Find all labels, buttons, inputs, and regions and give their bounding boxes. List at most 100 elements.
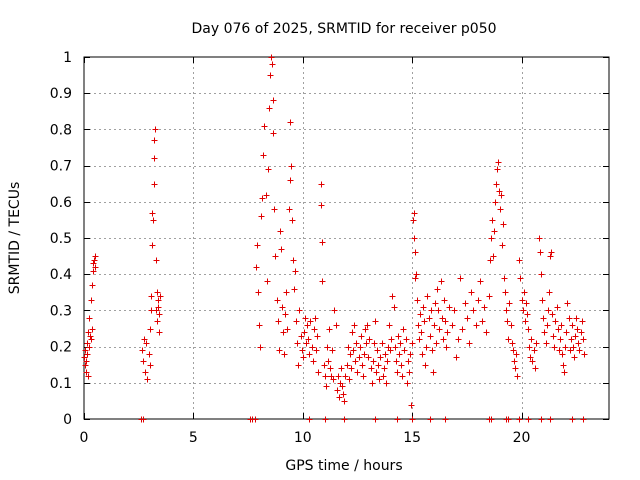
data-point [562,344,569,351]
data-point [82,362,89,369]
data-point [513,351,520,358]
data-point [488,235,495,242]
data-point [420,304,427,311]
data-point [492,199,499,206]
data-point [457,275,464,282]
data-point [442,416,449,423]
data-point [309,344,316,351]
data-point [290,257,297,264]
data-point [395,333,402,340]
x-tick-label: 0 [80,430,89,446]
data-point [148,293,155,300]
data-point [409,416,416,423]
data-point [319,239,326,246]
data-point [401,347,408,354]
data-point [349,329,356,336]
data-point [366,336,373,343]
data-point [306,351,313,358]
data-point [576,347,583,354]
data-point [325,358,332,365]
data-point [392,344,399,351]
data-point [571,354,578,361]
data-point [375,362,382,369]
data-point [514,373,521,380]
data-point [572,333,579,340]
data-point [504,318,511,325]
data-point [526,344,533,351]
data-point [580,416,587,423]
data-point [538,271,545,278]
y-tick-label: 0.3 [50,303,72,319]
data-point [435,307,442,314]
data-point [83,369,90,376]
data-point [519,297,526,304]
data-point [151,181,158,188]
data-point [487,257,494,264]
data-point [268,54,275,61]
data-point [341,398,348,405]
data-point [89,326,96,333]
data-point [299,347,306,354]
data-point [81,354,88,361]
data-point [304,322,311,329]
data-point [294,340,301,347]
data-point [149,242,156,249]
data-point [416,336,423,343]
data-point [293,318,300,325]
data-point [140,358,147,365]
data-point [475,297,482,304]
data-point [546,289,553,296]
data-point [323,383,330,390]
data-point [449,322,456,329]
data-point [533,340,540,347]
data-point [431,322,438,329]
data-point [139,347,146,354]
data-point [358,333,365,340]
data-point [433,340,440,347]
data-point [391,304,398,311]
data-point [491,228,498,235]
data-point [466,340,473,347]
data-point [394,416,401,423]
data-point [156,329,163,336]
data-point [302,315,309,322]
data-point [278,246,285,253]
data-point [142,369,149,376]
data-point [321,362,328,369]
data-point [557,336,564,343]
data-point [357,344,364,351]
data-point [537,249,544,256]
y-tick-label: 0.7 [50,159,72,175]
data-point [423,344,430,351]
data-point [384,358,391,365]
data-point [444,329,451,336]
data-point [312,315,319,322]
data-point [271,206,278,213]
data-point [331,307,338,314]
grid-lines [84,57,609,419]
data-point [494,166,501,173]
data-point [498,192,505,199]
data-point [501,275,508,282]
data-point [154,289,161,296]
data-point [525,326,532,333]
data-point [326,326,333,333]
data-point [419,351,426,358]
axis-ticks [84,57,609,420]
data-point [421,318,428,325]
data-point [283,289,290,296]
data-point [524,311,531,318]
data-point [398,362,405,369]
data-point [405,358,412,365]
data-point [387,347,394,354]
data-point [255,289,262,296]
y-tick-label: 0.8 [50,122,72,138]
data-point [281,351,288,358]
data-point [150,217,157,224]
data-point [263,192,270,199]
data-point [559,351,566,358]
data-point [560,362,567,369]
data-point [350,347,357,354]
data-point [522,318,529,325]
